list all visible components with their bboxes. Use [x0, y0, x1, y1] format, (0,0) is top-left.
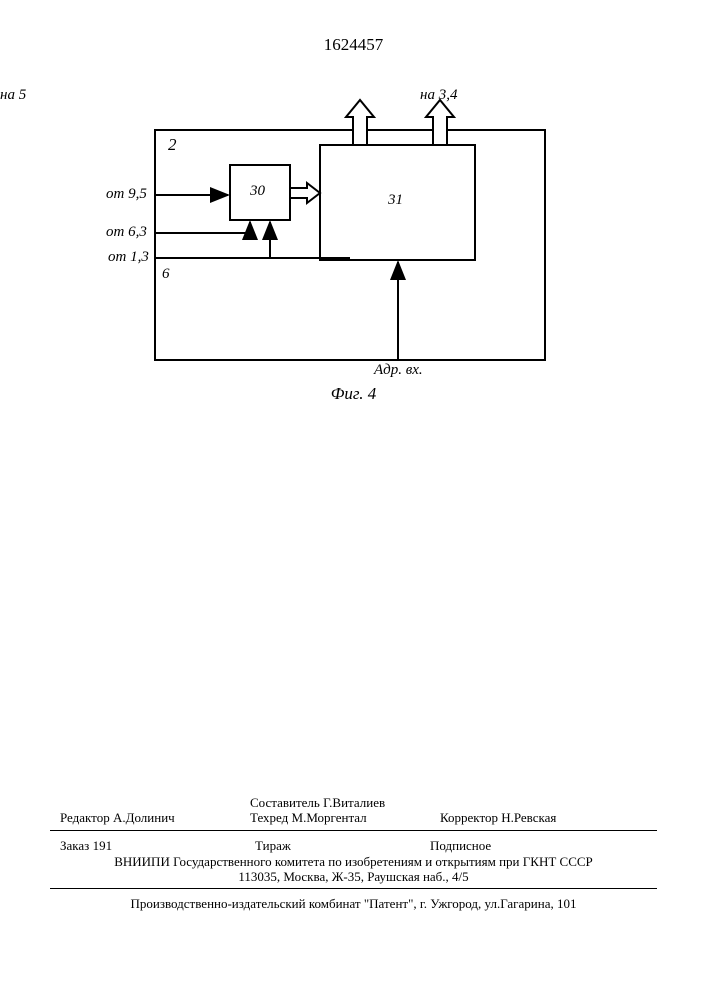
outer-box: [155, 130, 545, 360]
corrector-line: Корректор Н.Ревская: [440, 810, 556, 826]
corrector-label: Корректор: [440, 810, 498, 825]
output-arrow-right: [426, 100, 454, 145]
org-line-1: ВНИИПИ Государственного комитета по изоб…: [0, 854, 707, 870]
figure-caption: Фиг. 4: [0, 384, 707, 404]
techred-name: М.Моргентал: [292, 810, 367, 825]
order-label: Заказ: [60, 838, 89, 853]
editor-name: А.Долинич: [113, 810, 175, 825]
bus-arrow-30-to-31: [290, 183, 320, 203]
order-num: 191: [93, 838, 113, 853]
techred-line: Техред М.Моргентал: [250, 810, 367, 826]
editor-line: Редактор А.Долинич: [60, 810, 175, 826]
techred-label: Техред: [250, 810, 288, 825]
input-label-top: от 9,5: [106, 186, 147, 203]
output-arrow-left: [346, 100, 374, 145]
compiler-label: Составитель: [250, 795, 320, 810]
order-line: Заказ 191: [60, 838, 112, 854]
circulation-label: Тираж: [255, 838, 291, 854]
block-30-label: 30: [250, 183, 265, 200]
diagram-svg: [0, 0, 707, 420]
compiler-line: Составитель Г.Виталиев: [250, 795, 385, 811]
printer-line: Производственно-издательский комбинат "П…: [0, 896, 707, 912]
output-label-right: на 3,4: [420, 87, 457, 104]
footer-rule-1: [50, 830, 657, 831]
input-label-mid: от 6,3: [106, 224, 147, 241]
subscription-label: Подписное: [430, 838, 491, 854]
input-side-label: 6: [162, 266, 170, 283]
outer-box-label: 2: [168, 135, 177, 155]
output-label-left: на 5: [0, 87, 26, 104]
footer-rule-2: [50, 888, 657, 889]
bottom-input-label: Адр. вх.: [374, 362, 423, 379]
corrector-name: Н.Ревская: [501, 810, 556, 825]
org-line-2: 113035, Москва, Ж-35, Раушская наб., 4/5: [0, 869, 707, 885]
compiler-name: Г.Виталиев: [323, 795, 385, 810]
editor-label: Редактор: [60, 810, 110, 825]
block-31-label: 31: [388, 192, 403, 209]
page-root: 1624457: [0, 0, 707, 1000]
input-label-bot: от 1,3: [108, 249, 149, 266]
